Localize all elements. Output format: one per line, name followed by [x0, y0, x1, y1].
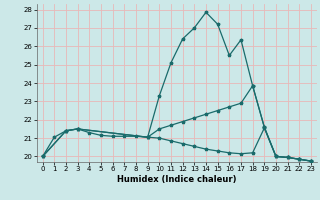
X-axis label: Humidex (Indice chaleur): Humidex (Indice chaleur) — [117, 175, 236, 184]
